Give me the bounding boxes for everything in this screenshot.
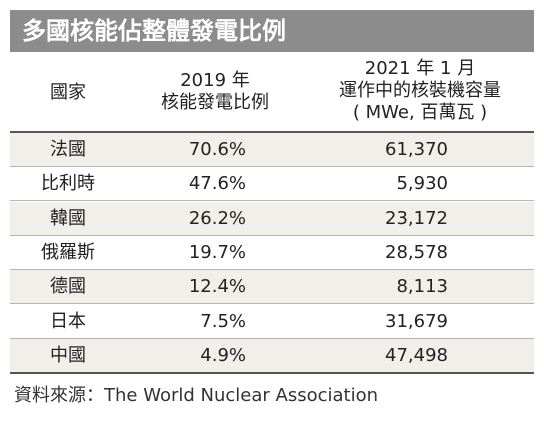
header-line: 2019 年: [180, 70, 250, 91]
table-cell: 日本: [50, 310, 86, 332]
table-cell: 23,172: [385, 207, 448, 229]
table-row: 日本 7.5% 31,679: [10, 305, 534, 339]
table-cell: 26.2%: [188, 207, 246, 229]
table-cell: 61,370: [385, 139, 448, 160]
table-cell: 5,930: [396, 173, 448, 195]
table-cell: 比利時: [41, 173, 95, 195]
title: 多國核能佔整體發電比例: [22, 17, 286, 45]
header-line: ( MWe, 百萬瓦 ): [352, 102, 488, 123]
table-row: 韓國 26.2% 23,172: [10, 201, 534, 236]
header-cell: 2019 年核能發電比例: [105, 70, 325, 114]
table-cell: 28,578: [385, 241, 448, 263]
table-row: 比利時 47.6% 5,930: [10, 167, 534, 202]
table-row: 俄羅斯 19.7% 28,578: [10, 236, 534, 270]
header-line: 國家: [50, 82, 86, 103]
source-note: 資料來源：The World Nuclear Association: [14, 385, 378, 406]
table-cell: 70.6%: [188, 139, 246, 160]
table-cell: 31,679: [385, 310, 448, 332]
header-cell: 國家: [0, 82, 178, 104]
table-cell: 19.7%: [188, 241, 246, 263]
table-cell: 俄羅斯: [41, 241, 95, 263]
table-cell: 8,113: [396, 276, 448, 298]
bottom-rule: [10, 372, 534, 374]
table-cell: 法國: [50, 139, 86, 160]
table-row: 中國 4.9% 47,498: [10, 338, 534, 373]
table-cell: 韓國: [50, 207, 86, 229]
table-cell: 47,498: [385, 344, 448, 366]
table-row: 法國 70.6% 61,370: [10, 133, 534, 167]
title-bar: 多國核能佔整體發電比例: [10, 10, 534, 52]
header-line: 2021 年 1 月: [364, 58, 476, 79]
table-cell: 德國: [50, 276, 86, 298]
header-line: 運作中的核裝機容量: [339, 80, 501, 101]
header-line: 核能發電比例: [161, 92, 269, 113]
header-cell: 2021 年 1 月運作中的核裝機容量( MWe, 百萬瓦 ): [310, 58, 530, 124]
table-cell: 12.4%: [188, 276, 246, 298]
header-rule: [10, 131, 534, 133]
table-cell: 7.5%: [200, 310, 246, 332]
table-cell: 中國: [50, 344, 86, 366]
table-cell: 4.9%: [200, 344, 246, 366]
table-cell: 47.6%: [188, 173, 246, 195]
table-row: 德國 12.4% 8,113: [10, 270, 534, 305]
